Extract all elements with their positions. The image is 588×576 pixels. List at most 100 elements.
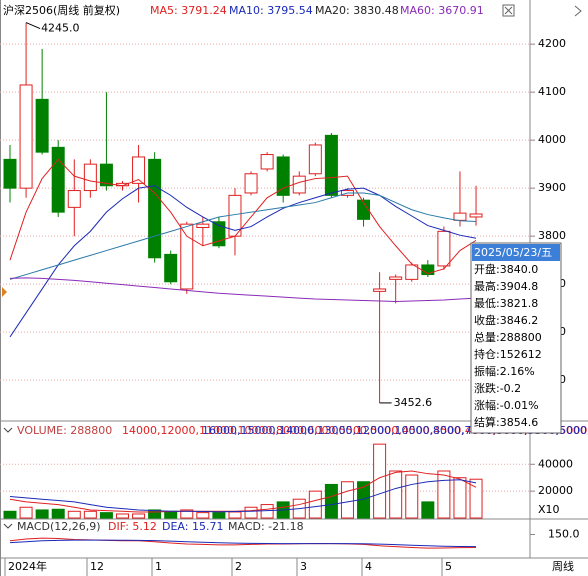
volume-bar xyxy=(421,501,435,519)
info-row: 持仓:152612 xyxy=(474,347,542,361)
volume-bar xyxy=(373,443,387,519)
dea-label: DEA: 15.71 xyxy=(162,520,223,533)
ma-line xyxy=(9,192,477,280)
info-row: 结算:3854.6 xyxy=(474,415,538,429)
candle-body xyxy=(244,173,258,194)
macd-value-label: MACD: -21.18 xyxy=(228,520,304,533)
candle-body xyxy=(67,190,81,208)
candle-body xyxy=(260,154,274,170)
volume-bar xyxy=(437,470,451,519)
candle-body xyxy=(180,223,194,290)
info-row: 振幅:2.16% xyxy=(474,364,535,378)
info-date-bg xyxy=(472,244,560,261)
info-row: 最高:3904.8 xyxy=(474,279,538,293)
candle-body xyxy=(276,156,290,196)
close-icon xyxy=(504,6,513,15)
x-tick-label: 周线 xyxy=(552,559,574,573)
volume-bar xyxy=(3,510,17,519)
info-row: 涨跌:-0.2 xyxy=(474,381,521,395)
info-box xyxy=(470,242,562,434)
volume-bar xyxy=(180,509,194,519)
candle-body xyxy=(35,98,49,153)
ma60-label: MA60: 3670.91 xyxy=(400,4,484,17)
expand-button[interactable] xyxy=(574,5,582,17)
candle-body xyxy=(453,212,467,221)
x-tick-label: 2 xyxy=(235,560,242,573)
candle-body xyxy=(83,163,97,192)
volume-bar xyxy=(164,510,178,519)
info-panel: 2025/05/23/五开盘:3840.0 最高:3904.8 最低:3821.8 收… xyxy=(470,242,562,434)
y-tick-label: 20000 xyxy=(538,484,573,497)
volume-bar xyxy=(115,513,129,519)
volume-bar xyxy=(19,506,33,519)
y-tick-label: 3900 xyxy=(538,181,566,194)
x-tick-label: 12 xyxy=(90,560,104,573)
candle-body xyxy=(437,230,451,267)
macd-label: MACD(12,26,9) xyxy=(17,520,101,533)
ma-line xyxy=(9,277,477,302)
volume-bar xyxy=(405,474,419,519)
info-row: 最低:3821.8 xyxy=(474,297,538,310)
multiplier: X10 xyxy=(538,503,560,516)
volume-bar xyxy=(132,513,146,519)
info-row: 收盘:3846.2 xyxy=(474,313,538,327)
dif-label: DIF: 5.12 xyxy=(108,520,157,533)
candle-body xyxy=(132,156,146,184)
leader xyxy=(25,22,41,30)
x-tick-label: 5 xyxy=(445,560,452,573)
y-tick-label: 4200 xyxy=(538,37,566,50)
volume-label: VOLUME: 288800 xyxy=(17,424,112,437)
info-row: 总量:288800 xyxy=(474,330,542,344)
candle-body xyxy=(51,146,65,213)
volume-bar xyxy=(67,510,81,519)
volume-bar xyxy=(469,478,483,519)
candle-body xyxy=(357,199,371,220)
candle-body xyxy=(405,264,419,280)
candle-body xyxy=(3,158,17,189)
candle-body xyxy=(389,276,403,280)
x-tick-label: 3 xyxy=(300,560,307,573)
vol-ma10-line xyxy=(9,479,477,513)
ma-line xyxy=(9,185,477,338)
y-tick-label: 4100 xyxy=(538,85,566,98)
volume-bar xyxy=(148,509,162,519)
x-tick-label: 1 xyxy=(155,560,162,573)
ma20-label: MA20: 3830.48 xyxy=(315,4,399,17)
x-tick-label: 4 xyxy=(365,560,372,573)
y-tick-label: 3800 xyxy=(538,229,566,242)
header: 沪深2506(周线 前复权) MA5: 3791.24 MA10: 3795.5… xyxy=(3,3,582,17)
volume-bar xyxy=(453,477,467,519)
candle-body xyxy=(292,175,306,194)
info-row: 涨幅:-0.01% xyxy=(474,399,539,412)
low-label: 3452.6 xyxy=(394,396,433,409)
y-tick-label: 40000 xyxy=(538,457,573,470)
macd-header: MACD(12,26,9) DIF: 5.12 DEA: 15.71 MACD:… xyxy=(3,520,304,533)
toggle[interactable] xyxy=(3,427,13,433)
title: 沪深2506(周线 前复权) xyxy=(3,3,120,17)
volume-bar xyxy=(35,509,49,519)
volume-bar xyxy=(212,512,226,519)
volume-bar xyxy=(99,512,113,519)
volume-bar xyxy=(340,481,354,519)
y-tick-label: 150.0 xyxy=(548,528,580,541)
marker xyxy=(2,287,7,297)
toggle[interactable] xyxy=(3,523,13,529)
y-tick-label: 4000 xyxy=(538,133,566,146)
x-tick-label: 2024年 xyxy=(8,559,47,573)
volume-bar xyxy=(51,508,65,519)
high-label: 4245.0 xyxy=(41,22,80,35)
candle-body xyxy=(308,144,322,175)
ma-line xyxy=(9,158,477,275)
info-date: 2025/05/23/五 xyxy=(474,246,552,259)
candle-body xyxy=(324,134,338,196)
candle-body xyxy=(19,84,33,189)
candle-body xyxy=(373,288,387,292)
volume-bar xyxy=(324,483,338,519)
ma5-label: MA5: 3791.24 xyxy=(150,4,227,17)
candle-body xyxy=(196,223,210,229)
volume-bar xyxy=(244,506,258,519)
volume-bar xyxy=(308,490,322,519)
candle-body xyxy=(164,253,178,283)
settings-button[interactable] xyxy=(502,4,515,17)
